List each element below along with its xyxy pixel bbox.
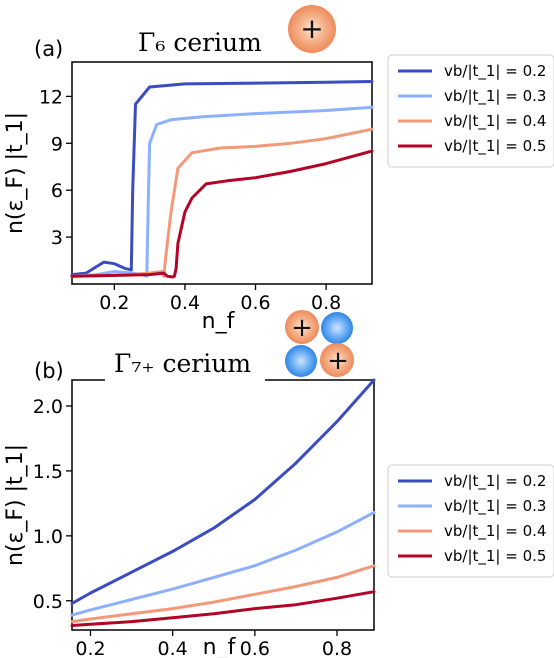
panel-b-legend-label-4: vb/|t_1| = 0.5 (444, 547, 546, 566)
panel-a-ytick-label-1: 3 (51, 227, 63, 249)
panel-a-series-line-3 (70, 127, 374, 278)
panel-a-legend: vb/|t_1| = 0.2 vb/|t_1| = 0.3 vb/|t_1| = 0… (387, 54, 554, 168)
panel-b-legend-box (387, 464, 554, 578)
panel-b-ytick-label-1: 0.5 (33, 591, 63, 613)
gamma7-lobe-top-left (285, 310, 319, 344)
panel-a: 0.2 0.4 0.6 0.8 3 6 9 12 (a) Γ₆ cerium n_f n(ε_… (3, 5, 554, 334)
panel-b-ytick-label-2: 1.0 (33, 526, 63, 548)
panel-b-title-backdrop (105, 372, 265, 388)
panel-b-legend-label-2: vb/|t_1| = 0.3 (444, 497, 546, 516)
panel-a-legend-label-3: vb/|t_1| = 0.4 (444, 112, 546, 131)
panel-b-xtick-label-2: 0.4 (158, 638, 188, 658)
panel-b-series-line-4 (70, 590, 376, 627)
panel-a-xtick-label-4: 0.8 (311, 292, 341, 314)
gamma7-lobe-bottom-left (285, 345, 317, 377)
panel-b-title: Γ₇₊ cerium (114, 349, 251, 378)
panel-a-xlabel: n_f (202, 309, 236, 334)
panel-b-plot-frame (71, 379, 375, 631)
panel-b-series-line-1 (70, 378, 376, 605)
panel-a-xtick-label-1: 0.2 (99, 292, 129, 314)
panel-a-ytick-label-3: 9 (51, 133, 63, 155)
panel-b-xlabel: n_f (203, 635, 237, 658)
panel-b-xtick-label-3: 0.6 (240, 638, 270, 658)
gamma7-lobe-bottom-right (320, 343, 354, 377)
panel-a-legend-label-2: vb/|t_1| = 0.3 (444, 87, 546, 106)
panel-a-series-line-2 (70, 105, 374, 278)
panel-a-title: Γ₆ cerium (138, 28, 262, 57)
panel-b-legend: vb/|t_1| = 0.2 vb/|t_1| = 0.3 vb/|t_1| = 0… (387, 464, 554, 578)
panel-a-series-line-1 (70, 80, 374, 277)
panel-b-xtick-label-4: 0.8 (322, 638, 352, 658)
gamma7-plus-sign-2: + (327, 346, 349, 376)
panel-b-series-line-3 (70, 564, 376, 624)
panel-a-legend-label-1: vb/|t_1| = 0.2 (444, 62, 546, 81)
panel-b-ytick-label-4: 2.0 (33, 396, 63, 418)
gamma7-orbital-icon: + + (285, 310, 354, 377)
gamma7-plus-sign-1: + (291, 313, 313, 343)
panel-b-legend-label-3: vb/|t_1| = 0.4 (444, 522, 546, 541)
panel-a-label: (a) (34, 37, 63, 61)
gamma6-orbital-sphere (288, 5, 336, 53)
panel-a-series-line-4 (70, 149, 374, 279)
panel-b: 0.2 0.4 0.6 0.80.51.01.52.0 (b) Γ₇₊ cerium … (3, 310, 554, 658)
panel-a-legend-label-4: vb/|t_1| = 0.5 (444, 137, 546, 156)
panel-b-ytick-label-3: 1.5 (33, 461, 63, 483)
panel-a-xtick-label-3: 0.6 (240, 292, 270, 314)
panel-a-xtick-label-2: 0.4 (170, 292, 200, 314)
panel-a-plot-frame (71, 61, 373, 285)
panel-b-label: (b) (34, 359, 64, 383)
gamma6-plus-sign: + (300, 12, 323, 45)
panel-b-ylabel: n(ε_F) |t_1| (3, 444, 28, 566)
panel-b-series-line-2 (70, 511, 376, 617)
gamma7-lobe-top-right (321, 312, 353, 344)
panel-b-legend-label-1: vb/|t_1| = 0.2 (444, 472, 546, 491)
panel-a-ylabel: n(ε_F) |t_1| (3, 112, 28, 234)
panel-a-ytick-label-2: 6 (51, 180, 63, 202)
panel-a-legend-box (387, 54, 554, 168)
panel-b-xtick-label-1: 0.2 (75, 638, 105, 658)
gamma6-orbital-icon: + (288, 5, 336, 53)
panel-a-ytick-label-4: 12 (39, 86, 63, 108)
